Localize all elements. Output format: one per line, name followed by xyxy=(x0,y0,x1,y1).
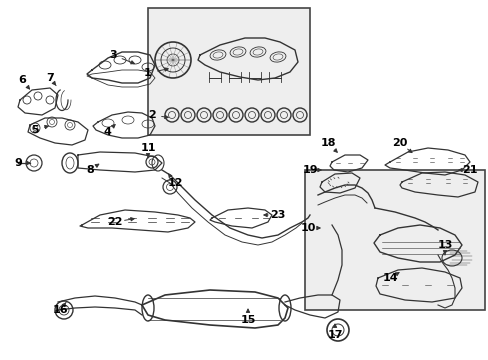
Text: 18: 18 xyxy=(320,138,335,148)
Text: 15: 15 xyxy=(240,315,255,325)
Text: 7: 7 xyxy=(46,73,54,83)
Text: 12: 12 xyxy=(167,178,183,188)
Text: 2: 2 xyxy=(148,110,156,120)
Text: 6: 6 xyxy=(18,75,26,85)
Text: 4: 4 xyxy=(103,127,111,137)
Text: 14: 14 xyxy=(382,273,397,283)
Text: 8: 8 xyxy=(86,165,94,175)
Text: 5: 5 xyxy=(31,125,39,135)
Text: 13: 13 xyxy=(436,240,452,250)
Text: 16: 16 xyxy=(52,305,68,315)
Text: 11: 11 xyxy=(140,143,156,153)
Text: 1: 1 xyxy=(144,68,152,78)
Text: 19: 19 xyxy=(302,165,317,175)
Text: 22: 22 xyxy=(107,217,122,227)
Text: 10: 10 xyxy=(300,223,315,233)
Bar xyxy=(305,170,484,310)
Text: 3: 3 xyxy=(109,50,117,60)
Text: 9: 9 xyxy=(14,158,22,168)
Text: 17: 17 xyxy=(326,330,342,340)
Text: 20: 20 xyxy=(391,138,407,148)
Text: 23: 23 xyxy=(270,210,285,220)
Bar xyxy=(148,8,309,135)
Text: 21: 21 xyxy=(461,165,477,175)
